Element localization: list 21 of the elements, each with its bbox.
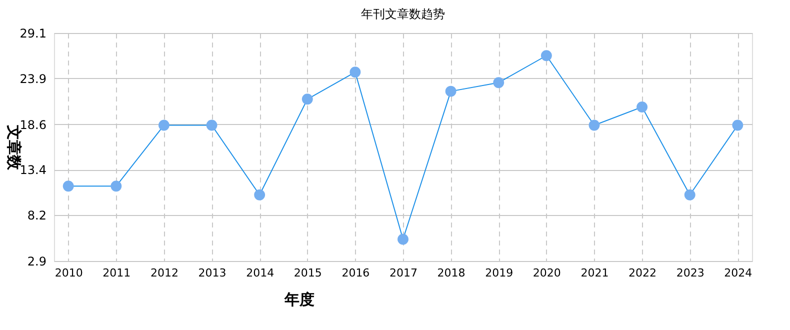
y-tick-label: 29.1 xyxy=(20,26,46,40)
x-axis-title: 年度 xyxy=(284,290,314,308)
x-tick-label: 2012 xyxy=(150,266,178,280)
x-tick-label: 2024 xyxy=(724,266,752,280)
x-tick-label: 2018 xyxy=(437,266,466,280)
x-tick-label: 2017 xyxy=(390,266,418,280)
chart-title: 年刊文章数趋势 xyxy=(361,7,445,21)
x-tick-label: 2014 xyxy=(246,266,274,280)
x-tick-label: 2020 xyxy=(532,266,561,280)
x-tick-label: 2019 xyxy=(485,266,514,280)
y-tick-label: 2.9 xyxy=(27,254,46,268)
y-tick-label: 8.2 xyxy=(27,208,46,222)
x-tick-label: 2022 xyxy=(628,266,657,280)
x-tick-label: 2010 xyxy=(54,266,83,280)
x-tick-label: 2023 xyxy=(676,266,704,280)
y-tick-label: 23.9 xyxy=(20,72,46,86)
x-tick-label: 2021 xyxy=(580,266,609,280)
x-tick-label: 2016 xyxy=(342,266,370,280)
x-tick-label: 2013 xyxy=(198,266,226,280)
x-tick-label: 2015 xyxy=(294,266,322,280)
x-tick-label: 2011 xyxy=(102,266,131,280)
